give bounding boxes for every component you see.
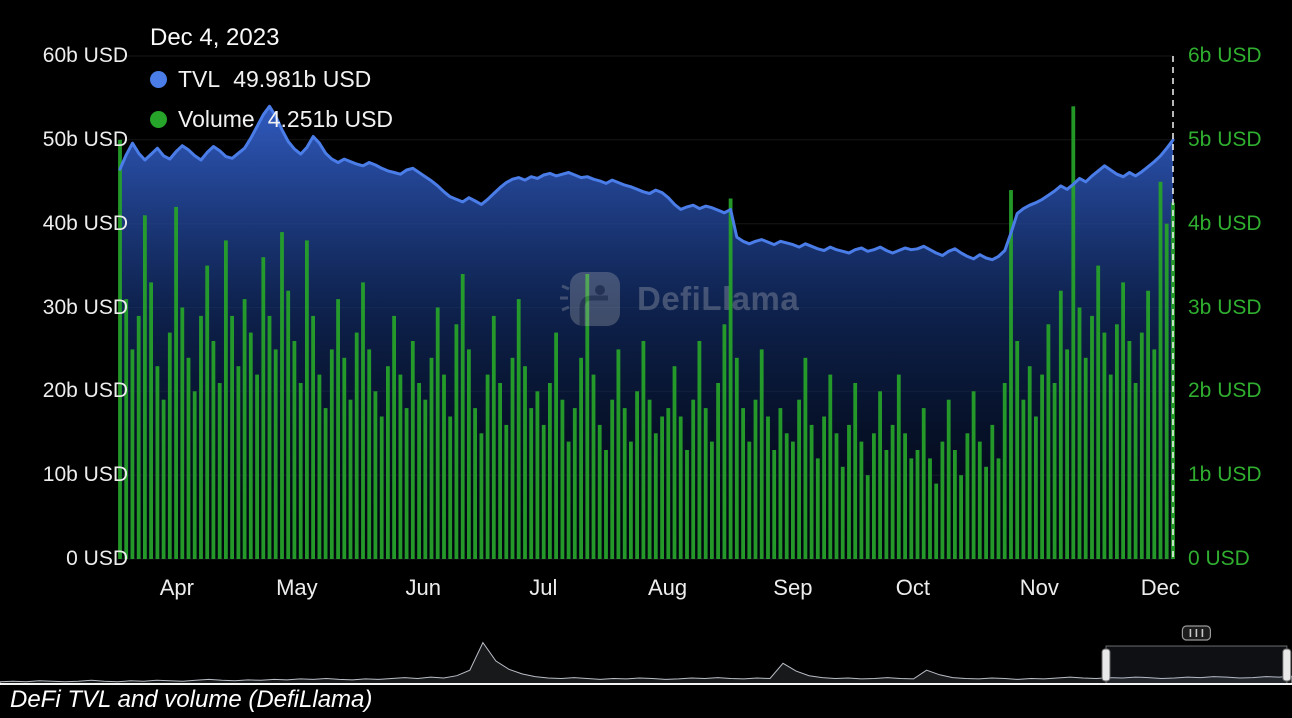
left-axis-tick: 50b USD	[42, 127, 128, 151]
bottom-divider-line	[0, 683, 1292, 685]
left-axis-tick: 40b USD	[42, 211, 128, 235]
right-axis-tick: 1b USD	[1188, 463, 1262, 487]
tvl-line	[118, 104, 1175, 262]
right-axis-tick: 0 USD	[1188, 547, 1250, 570]
x-axis-tick: May	[276, 575, 318, 600]
x-axis-tick: Nov	[1019, 575, 1059, 600]
right-axis-tick: 4b USD	[1188, 211, 1262, 235]
x-axis-tick: Dec	[1140, 575, 1180, 600]
right-axis-tick: 2b USD	[1188, 379, 1262, 403]
tvl-legend-dot-icon	[150, 71, 167, 88]
x-axis-tick: Sep	[773, 575, 813, 600]
tooltip: Dec 4, 2023 TVL 49.981b USD Volume 4.251…	[150, 24, 393, 146]
left-axis-tick: 60b USD	[42, 44, 128, 67]
x-axis-tick: Apr	[159, 575, 194, 600]
right-axis-tick: 5b USD	[1188, 127, 1262, 151]
x-axis-tick: Oct	[895, 575, 931, 600]
navigator-mini-chart	[0, 641, 1292, 685]
right-axis-tick: 3b USD	[1188, 295, 1262, 319]
left-axis-tick: 0 USD	[66, 547, 128, 570]
right-axis-volume: 0 USD 1b USD 2b USD 3b USD 4b USD 5b USD 6b US…	[1188, 0, 1288, 620]
navigator-selection[interactable]	[1105, 645, 1288, 685]
caption: DeFi TVL and volume (DefiLlama)	[10, 686, 373, 713]
volume-legend-dot-icon	[150, 111, 167, 128]
right-axis-tick: 6b USD	[1188, 44, 1262, 67]
x-axis-tick: Jul	[529, 575, 558, 600]
left-axis-tvl: 0 USD 10b USD 20b USD 30b USD 40b USD 50b USD…	[22, 0, 128, 620]
navigator-left-handle[interactable]	[1101, 648, 1111, 682]
tooltip-row-volume: Volume 4.251b USD	[150, 106, 393, 133]
main-chart[interactable]	[0, 0, 1292, 620]
tvl-label: TVL	[178, 66, 221, 92]
volume-label: Volume	[178, 106, 255, 132]
volume-bars	[118, 106, 1175, 560]
x-axis-months: Apr May Jun Jul Aug Sep Oct Nov Dec	[0, 573, 1292, 603]
navigator-right-handle[interactable]	[1282, 648, 1292, 682]
tvl-area-fill	[120, 106, 1173, 560]
left-axis-tick: 20b USD	[42, 379, 128, 403]
x-axis-tick: Aug	[647, 575, 688, 600]
left-axis-tick: 10b USD	[42, 463, 128, 487]
tvl-value: 49.981b USD	[233, 66, 372, 92]
range-navigator[interactable]	[0, 620, 1292, 686]
tooltip-date: Dec 4, 2023	[150, 24, 280, 51]
volume-value: 4.251b USD	[267, 106, 394, 132]
left-axis-tick: 30b USD	[42, 295, 128, 319]
x-axis-tick: Jun	[405, 575, 441, 600]
tooltip-row-tvl: TVL 49.981b USD	[150, 66, 393, 93]
